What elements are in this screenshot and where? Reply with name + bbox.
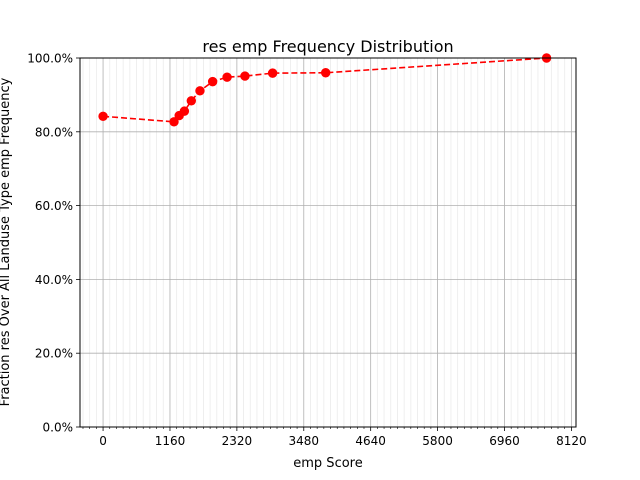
y-tick-label: 60.0% [35, 199, 73, 213]
data-point [195, 86, 205, 96]
x-tick-label: 0 [99, 434, 107, 448]
data-point [186, 96, 197, 106]
y-axis-label: Fraction res Over All Landuse Type emp F… [0, 77, 13, 406]
x-tick-label: 8120 [556, 434, 587, 448]
plot-frame [79, 57, 577, 428]
x-tick-label: 6960 [489, 434, 520, 448]
data-point [320, 68, 331, 78]
data-point [98, 111, 108, 122]
x-axis-label: emp Score [293, 456, 362, 471]
y-tick-label: 80.0% [35, 125, 73, 139]
y-tick-label: 0.0% [43, 421, 74, 435]
x-tick-label: 5800 [422, 434, 453, 448]
data-point [240, 71, 250, 81]
y-tick-label: 40.0% [35, 273, 73, 287]
data-point [267, 68, 278, 78]
y-tick-label: 100.0% [27, 52, 73, 66]
data-point [222, 72, 232, 82]
data-point [179, 106, 190, 116]
ticks-layer: 0 1160 2320 3480 4640 5800 6960 8120 0.0% 20.0% 40… [27, 52, 586, 449]
x-tick-label: 1160 [155, 434, 186, 448]
series-layer [98, 53, 552, 127]
data-point [207, 76, 218, 87]
x-tick-label: 4640 [355, 434, 386, 448]
x-tick-label: 2320 [222, 434, 253, 448]
x-tick-label: 3480 [289, 434, 320, 448]
chart-title: res emp Frequency Distribution [202, 37, 453, 56]
data-point [169, 117, 179, 127]
y-tick-label: 20.0% [35, 347, 73, 361]
